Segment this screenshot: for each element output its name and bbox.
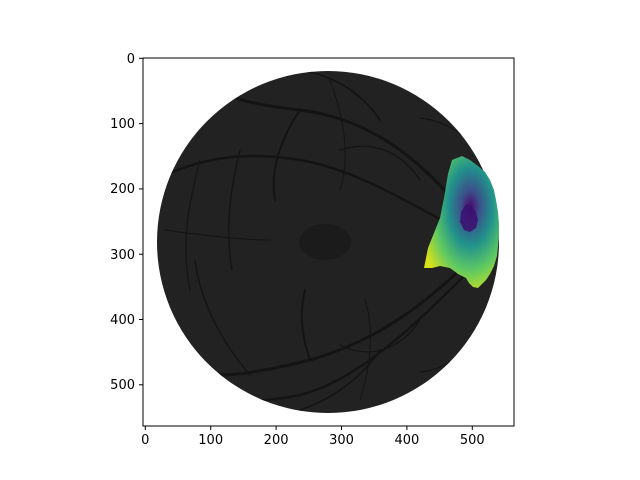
- y-tick-label: 400: [110, 313, 135, 328]
- y-tick-marks: [139, 57, 143, 386]
- y-axis: 0 100 200 300 400 500: [110, 52, 143, 393]
- x-tick-label: 100: [198, 433, 223, 448]
- axes-frame: [142, 57, 515, 427]
- y-tick-label: 200: [110, 182, 135, 197]
- x-tick-label: 400: [394, 433, 419, 448]
- x-tick-marks: [144, 426, 473, 430]
- y-tick-label: 300: [110, 248, 135, 263]
- y-tick-label: 500: [110, 378, 135, 393]
- x-tick-label: 0: [141, 433, 149, 448]
- y-tick-label: 100: [110, 117, 135, 132]
- x-tick-label: 200: [264, 433, 289, 448]
- y-tick-label: 0: [127, 52, 135, 67]
- fundus-image: [157, 71, 499, 413]
- x-tick-label: 300: [329, 433, 354, 448]
- heatmap-overlay: [424, 156, 499, 288]
- x-axis: 0 100 200 300 400 500: [141, 426, 485, 448]
- heatmap-core: [460, 204, 478, 232]
- macula: [299, 224, 351, 260]
- x-tick-label: 500: [460, 433, 485, 448]
